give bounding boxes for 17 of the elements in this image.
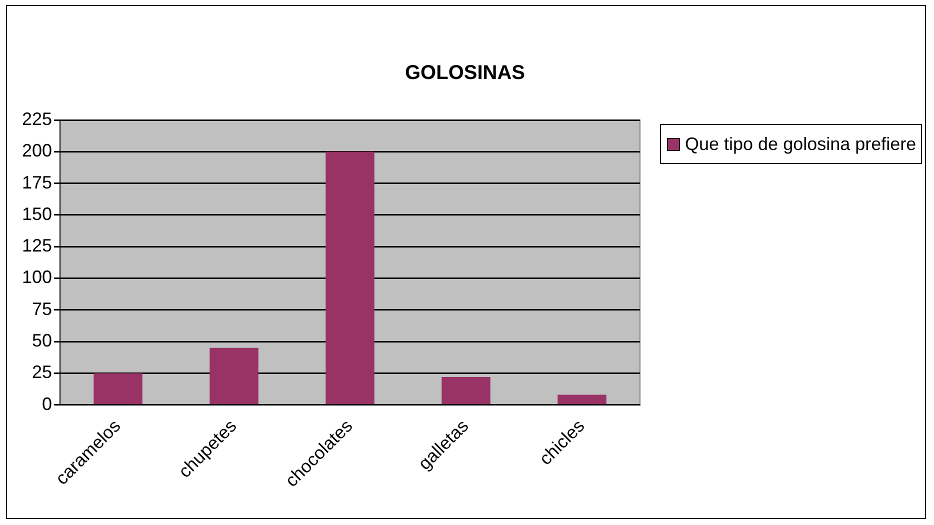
y-tick-label: 0 <box>42 394 52 414</box>
y-tick-label: 75 <box>32 298 52 319</box>
bar <box>558 394 606 404</box>
y-tick-label: 50 <box>32 330 52 351</box>
y-tick-label: 125 <box>22 236 52 256</box>
y-tick-label: 150 <box>22 204 52 224</box>
chart-title: GOLOSINAS <box>404 62 526 85</box>
y-tick-label: 225 <box>22 108 52 129</box>
legend-label: Que tipo de golosina prefiere <box>685 133 916 156</box>
bar <box>442 377 490 404</box>
bar <box>326 152 374 404</box>
y-tick-label: 25 <box>32 362 52 382</box>
bar <box>210 348 258 404</box>
y-tick-label: 200 <box>22 140 52 161</box>
y-tick-label: 100 <box>22 267 52 288</box>
bar <box>94 373 142 404</box>
y-tick-label: 175 <box>22 172 52 192</box>
